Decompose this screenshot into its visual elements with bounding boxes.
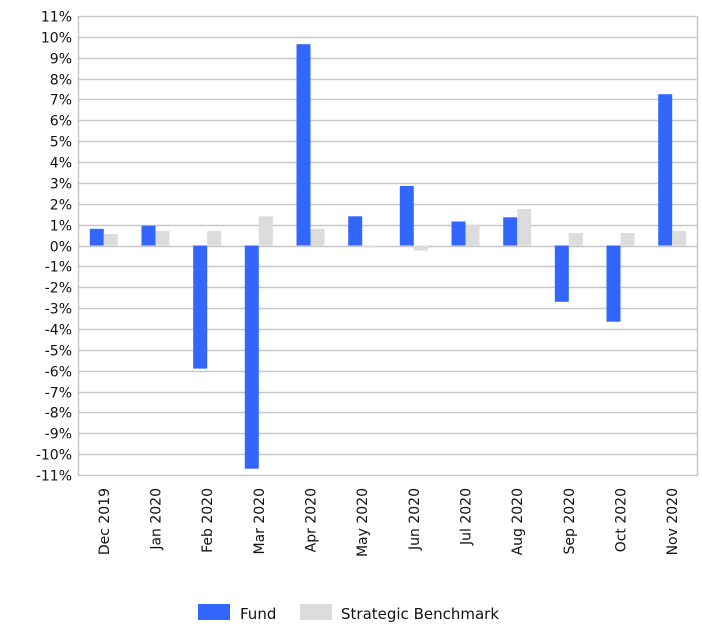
benchmark-bar xyxy=(103,234,118,246)
y-tick-label: -8% xyxy=(45,406,72,422)
y-tick-label: -2% xyxy=(45,281,72,297)
fund-bar xyxy=(606,245,621,322)
legend-label: Strategic Benchmark xyxy=(341,605,499,623)
y-tick-label: -4% xyxy=(45,323,72,339)
benchmark-bar xyxy=(155,230,170,246)
x-tick-label: Jan 2020 xyxy=(149,488,165,551)
y-tick-label: -7% xyxy=(45,386,72,402)
fund-bar xyxy=(658,94,673,246)
x-tick-label: Oct 2020 xyxy=(614,488,630,552)
y-tick-label: 8% xyxy=(50,73,72,89)
fund-bar xyxy=(89,228,104,246)
fund-bar xyxy=(244,245,259,469)
fund-bar xyxy=(348,216,363,246)
legend-label: Fund xyxy=(240,605,276,623)
benchmark-bar xyxy=(620,233,635,246)
bars xyxy=(89,44,687,469)
benchmark-bar xyxy=(465,224,480,246)
y-tick-label: 5% xyxy=(50,135,72,151)
y-tick-label: 11% xyxy=(41,10,72,26)
benchmark-bar xyxy=(672,230,687,246)
x-tick-label: Nov 2020 xyxy=(665,488,681,555)
y-tick-label: -11% xyxy=(36,469,72,485)
benchmark-bar xyxy=(413,245,428,251)
x-tick-label: Mar 2020 xyxy=(252,488,268,555)
benchmark-bar xyxy=(258,216,273,246)
x-tick-label: Dec 2019 xyxy=(97,488,113,555)
x-tick-label: Jun 2020 xyxy=(407,488,423,551)
benchmark-bar xyxy=(568,233,583,246)
x-axis-ticks: Dec 2019 Jan 2020 Feb 2020 Mar 2020 Apr 2020… xyxy=(97,488,681,557)
fund-bar xyxy=(399,186,414,246)
fund-bar xyxy=(141,225,156,246)
benchmark-bar xyxy=(310,228,325,246)
y-tick-label: -1% xyxy=(45,260,72,276)
x-tick-label: Jul 2020 xyxy=(459,488,475,546)
fund-bar xyxy=(503,217,518,246)
x-tick-label: May 2020 xyxy=(355,488,371,557)
y-tick-label: -3% xyxy=(45,302,72,318)
y-tick-label: 10% xyxy=(41,31,72,47)
y-tick-label: 9% xyxy=(50,52,72,68)
y-tick-label: 3% xyxy=(50,177,72,193)
fund-bar xyxy=(296,44,311,246)
y-tick-label: -10% xyxy=(36,448,72,464)
y-tick-label: -9% xyxy=(45,427,72,443)
legend-swatch xyxy=(300,604,332,620)
benchmark-bar xyxy=(517,209,532,246)
benchmark-bar xyxy=(207,230,222,246)
y-tick-label: 1% xyxy=(50,219,72,235)
y-tick-label: 4% xyxy=(50,156,72,172)
benchmark-bar xyxy=(362,245,377,248)
gridlines xyxy=(77,15,699,477)
fund-bar xyxy=(193,245,208,369)
legend: Fund Strategic Benchmark xyxy=(198,604,499,623)
x-tick-label: Apr 2020 xyxy=(304,488,320,552)
x-tick-label: Aug 2020 xyxy=(510,488,526,555)
y-tick-label: -5% xyxy=(45,344,72,360)
y-tick-label: 7% xyxy=(50,93,72,109)
y-axis-ticks: 11% 10% 9% 8% 7% 6% 5% 4% 3% 2% 1% 0% -1% -2% -3% -4% -5… xyxy=(36,10,72,485)
fund-bar xyxy=(451,221,466,246)
fund-bar xyxy=(554,245,569,302)
y-tick-label: -6% xyxy=(45,365,72,381)
legend-swatch xyxy=(198,604,230,620)
y-tick-label: 0% xyxy=(50,240,72,256)
x-tick-label: Sep 2020 xyxy=(562,488,578,554)
y-tick-label: 2% xyxy=(50,198,72,214)
y-tick-label: 6% xyxy=(50,114,72,130)
x-tick-label: Feb 2020 xyxy=(200,488,216,553)
